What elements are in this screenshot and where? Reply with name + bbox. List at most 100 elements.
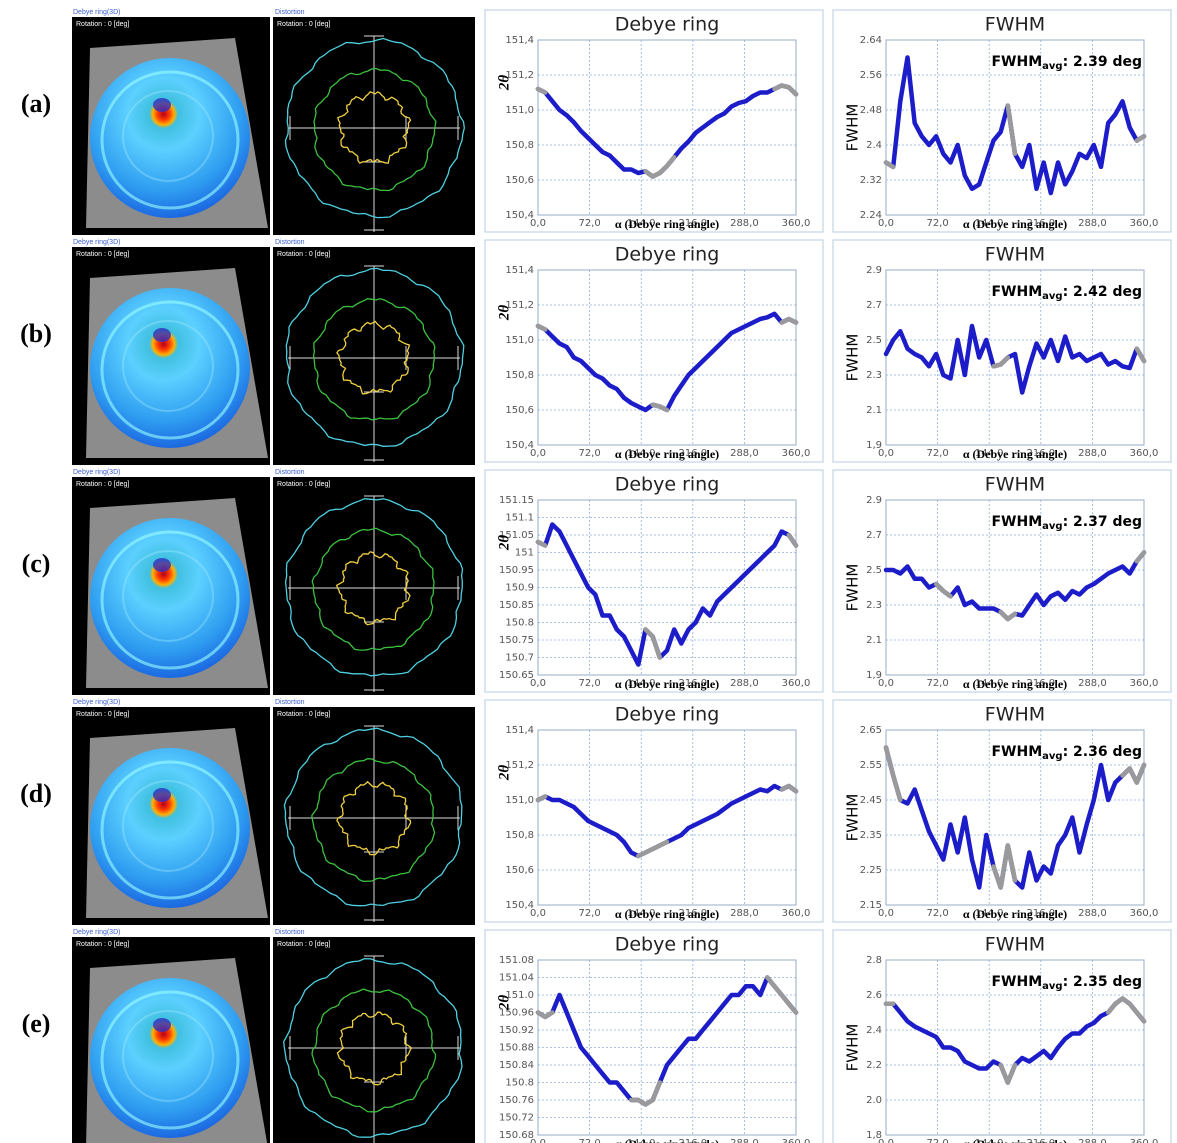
y-tick-label: 151.08: [499, 955, 534, 966]
x-axis-label: α (Debye ring angle): [963, 677, 1067, 691]
x-tick-label: 72,0: [926, 678, 948, 689]
data-line: [535, 975, 799, 1107]
peak: [153, 558, 171, 572]
ring-surface: [90, 518, 250, 678]
data-line: [883, 323, 1147, 395]
y-axis-label: FWHM: [844, 564, 862, 612]
y-tick-label: 150,4: [505, 440, 534, 451]
ring-glow: [100, 530, 240, 670]
chart-title: Debye ring: [615, 14, 720, 36]
y-tick-label: 150,6: [505, 405, 534, 416]
y-tick-label: 150.76: [499, 1095, 534, 1106]
ring-glow: [100, 70, 240, 210]
y-tick-label: 2.1: [866, 635, 882, 646]
y-tick-label: 150.9: [505, 583, 534, 594]
y-tick-label: 150.8: [505, 618, 534, 629]
x-tick-label: 216,0: [678, 908, 707, 919]
y-tick-label: 2.65: [860, 725, 882, 736]
y-tick-label: 2.25: [860, 865, 882, 876]
row-label: (b): [20, 319, 52, 348]
x-tick-label: 288,0: [1078, 218, 1107, 229]
x-tick-label: 360,0: [782, 448, 811, 459]
peak: [153, 98, 171, 112]
annotation-subscript: avg: [1042, 61, 1062, 72]
data-line: [883, 103, 1147, 170]
chart-title: FWHM: [985, 474, 1045, 496]
data-line: [535, 975, 799, 1107]
annotation-text: : 2.36 deg: [1063, 744, 1142, 760]
y-tick-label: 1,9: [866, 440, 882, 451]
y-tick-label: 1,8: [866, 1130, 882, 1141]
y-tick-label: 2.48: [860, 105, 882, 116]
data-line: [535, 316, 799, 413]
ring-surface: [90, 288, 250, 448]
y-tick-label: 150.68: [499, 1130, 534, 1141]
y-tick-label: 150,4: [505, 900, 534, 911]
chart-title: FWHM: [985, 704, 1045, 726]
x-tick-label: 72,0: [578, 678, 600, 689]
middle-ring: [311, 988, 437, 1113]
chart-title: FWHM: [985, 244, 1045, 266]
rotation-text: Rotation : 0 [deg]: [277, 941, 330, 948]
row-label: (d): [20, 779, 52, 808]
x-tick-label: 0,0: [878, 218, 894, 229]
x-tick-label: 144,0: [975, 908, 1004, 919]
x-tick-label: 72,0: [926, 908, 948, 919]
y-tick-label: 150,4: [505, 210, 534, 221]
x-tick-label: 360,0: [782, 678, 811, 689]
data-line: [535, 783, 799, 859]
annotation-text: FWHM: [991, 974, 1042, 990]
x-tick-label: 144,0: [975, 678, 1004, 689]
x-tick-label: 0,0: [530, 448, 546, 459]
y-tick-label: 151,0: [505, 335, 534, 346]
y-tick-label: 151.04: [499, 973, 534, 984]
y-tick-label: 151,0: [505, 105, 534, 116]
y-tick-label: 150.8: [505, 1078, 534, 1089]
y-tick-label: 2.45: [860, 795, 882, 806]
y-tick-label: 2.32: [860, 175, 882, 186]
y-axis-label: FWHM: [844, 1024, 862, 1072]
y-tick-label: 150.96: [499, 1008, 534, 1019]
annotation-subscript: avg: [1042, 521, 1062, 532]
inner-ring: [335, 551, 411, 626]
plot-area: [885, 959, 1145, 1136]
y-tick-label: 151,4: [505, 265, 534, 276]
y-tick-label: 151.15: [499, 495, 534, 506]
panel-title: Distortion: [275, 699, 305, 706]
y-tick-label: 2.9: [866, 265, 882, 276]
x-tick-label: 288,0: [1078, 678, 1107, 689]
x-tick-label: 216,0: [1026, 1138, 1055, 1143]
middle-ring: [311, 527, 435, 651]
x-tick-label: 72,0: [926, 1138, 948, 1143]
x-tick-label: 0,0: [530, 908, 546, 919]
x-tick-label: 0,0: [878, 448, 894, 459]
x-tick-label: 72,0: [926, 448, 948, 459]
y-tick-label: 2.35: [860, 830, 882, 841]
x-axis-label: α (Debye ring angle): [615, 217, 719, 231]
x-axis-label: α (Debye ring angle): [963, 447, 1067, 461]
x-tick-label: 144,0: [627, 448, 656, 459]
x-tick-label: 144,0: [627, 1138, 656, 1143]
x-tick-label: 360,0: [1130, 908, 1159, 919]
inner-ring: [336, 320, 411, 395]
x-tick-label: 72,0: [578, 908, 600, 919]
x-tick-label: 216,0: [1026, 218, 1055, 229]
y-tick-label: 1,9: [866, 670, 882, 681]
data-line: [933, 550, 1147, 622]
ring-glow: [122, 320, 214, 412]
inner-ring: [336, 1011, 413, 1086]
x-axis-label: α (Debye ring angle): [963, 217, 1067, 231]
data-line: [991, 346, 1147, 369]
panel-title: Debye ring(3D): [73, 699, 120, 706]
y-tick-label: 2.5: [866, 565, 882, 576]
x-tick-label: 144,0: [627, 218, 656, 229]
y-axis-label: 2θ: [496, 765, 512, 782]
y-axis-label: FWHM: [844, 104, 862, 152]
y-tick-label: 150.88: [499, 1043, 534, 1054]
x-tick-label: 288,0: [730, 1138, 759, 1143]
outer-ring: [284, 498, 464, 677]
y-tick-label: 2.0: [866, 1095, 882, 1106]
middle-ring: [313, 67, 437, 192]
x-tick-label: 216,0: [1026, 448, 1055, 459]
y-tick-label: 151,4: [505, 35, 534, 46]
